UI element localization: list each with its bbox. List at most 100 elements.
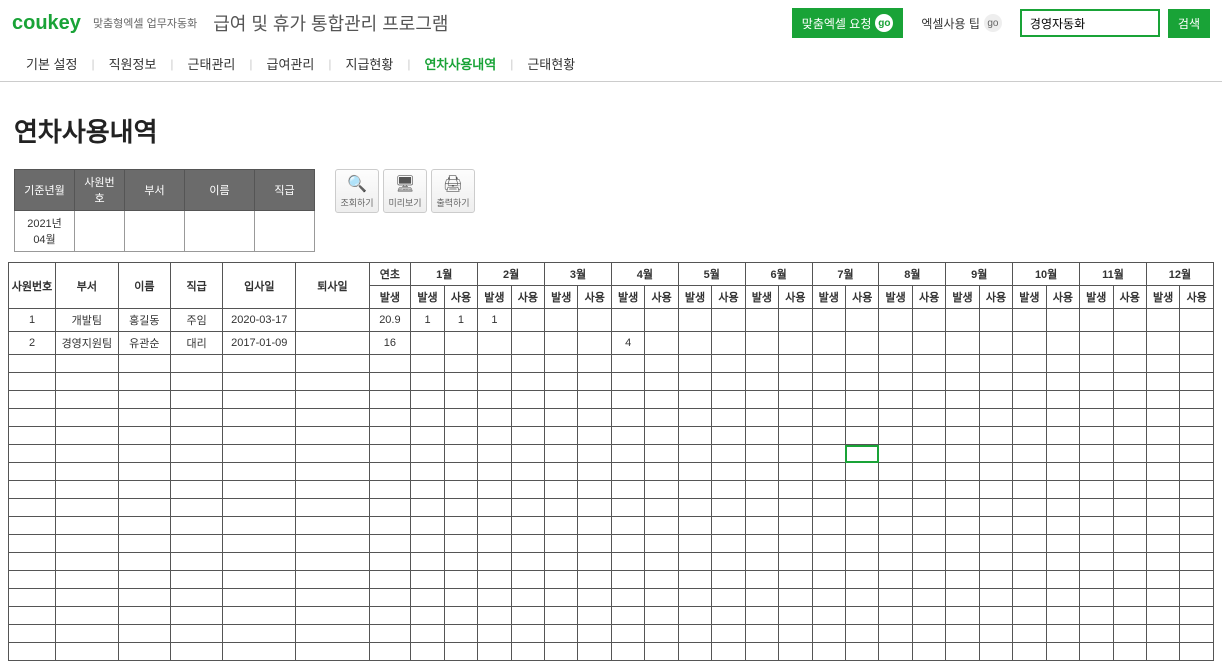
- data-cell[interactable]: [645, 535, 678, 553]
- data-cell[interactable]: [578, 571, 611, 589]
- data-cell[interactable]: [946, 391, 979, 409]
- data-cell[interactable]: [1080, 427, 1113, 445]
- data-cell[interactable]: [912, 445, 945, 463]
- data-cell[interactable]: [779, 625, 812, 643]
- data-cell[interactable]: [1113, 427, 1146, 445]
- data-cell[interactable]: [779, 499, 812, 517]
- data-cell[interactable]: [444, 373, 477, 391]
- data-cell[interactable]: [118, 409, 170, 427]
- data-cell[interactable]: [879, 643, 912, 661]
- data-cell[interactable]: [9, 607, 56, 625]
- data-cell[interactable]: [712, 481, 745, 499]
- data-cell[interactable]: [56, 427, 119, 445]
- data-cell[interactable]: [170, 589, 222, 607]
- data-cell[interactable]: [9, 553, 56, 571]
- data-cell[interactable]: [1113, 571, 1146, 589]
- data-cell[interactable]: [444, 553, 477, 571]
- data-cell[interactable]: [678, 355, 711, 373]
- data-cell[interactable]: [912, 409, 945, 427]
- data-cell[interactable]: [946, 625, 979, 643]
- data-cell[interactable]: [56, 571, 119, 589]
- data-cell[interactable]: [678, 499, 711, 517]
- data-cell[interactable]: [1180, 607, 1214, 625]
- data-cell[interactable]: [478, 571, 511, 589]
- data-cell[interactable]: [444, 355, 477, 373]
- data-cell[interactable]: [545, 355, 578, 373]
- data-cell[interactable]: [1113, 409, 1146, 427]
- data-cell[interactable]: [812, 445, 845, 463]
- data-cell[interactable]: [1046, 391, 1079, 409]
- data-cell[interactable]: [296, 309, 369, 332]
- data-cell[interactable]: [812, 643, 845, 661]
- data-cell[interactable]: [611, 355, 644, 373]
- data-cell[interactable]: [411, 499, 444, 517]
- data-cell[interactable]: [1013, 553, 1046, 571]
- data-cell[interactable]: [170, 517, 222, 535]
- data-cell[interactable]: [1113, 499, 1146, 517]
- data-cell[interactable]: [912, 643, 945, 661]
- data-cell[interactable]: [946, 643, 979, 661]
- data-cell[interactable]: [478, 625, 511, 643]
- data-cell[interactable]: [118, 607, 170, 625]
- data-cell[interactable]: [170, 625, 222, 643]
- data-cell[interactable]: [611, 607, 644, 625]
- data-cell[interactable]: [578, 589, 611, 607]
- data-cell[interactable]: [118, 355, 170, 373]
- data-cell[interactable]: [369, 553, 411, 571]
- data-cell[interactable]: [578, 445, 611, 463]
- data-cell[interactable]: [369, 445, 411, 463]
- data-cell[interactable]: [979, 607, 1012, 625]
- data-cell[interactable]: [678, 427, 711, 445]
- data-cell[interactable]: 2: [9, 332, 56, 355]
- data-cell[interactable]: [1046, 571, 1079, 589]
- data-cell[interactable]: [223, 373, 296, 391]
- data-cell[interactable]: [223, 445, 296, 463]
- data-cell[interactable]: [812, 607, 845, 625]
- data-cell[interactable]: [845, 607, 878, 625]
- data-cell[interactable]: [118, 517, 170, 535]
- data-cell[interactable]: [411, 355, 444, 373]
- data-cell[interactable]: 1: [411, 309, 444, 332]
- nav-tab-4[interactable]: 지급현황: [331, 46, 407, 81]
- data-cell[interactable]: [779, 643, 812, 661]
- data-cell[interactable]: [1046, 643, 1079, 661]
- data-cell[interactable]: [1180, 535, 1214, 553]
- data-cell[interactable]: [545, 445, 578, 463]
- data-cell[interactable]: [56, 589, 119, 607]
- data-cell[interactable]: [118, 553, 170, 571]
- data-cell[interactable]: [745, 553, 778, 571]
- data-cell[interactable]: [1013, 309, 1046, 332]
- data-cell[interactable]: [645, 499, 678, 517]
- data-cell[interactable]: [745, 355, 778, 373]
- filter-cell[interactable]: 2021년 04월: [15, 211, 75, 252]
- data-cell[interactable]: [296, 427, 369, 445]
- data-cell[interactable]: [56, 463, 119, 481]
- data-cell[interactable]: [611, 535, 644, 553]
- data-cell[interactable]: 유관순: [118, 332, 170, 355]
- data-cell[interactable]: 2017-01-09: [223, 332, 296, 355]
- data-cell[interactable]: [511, 463, 544, 481]
- data-cell[interactable]: [578, 427, 611, 445]
- query-button[interactable]: 🔍 조회하기: [335, 169, 379, 213]
- data-cell[interactable]: [9, 517, 56, 535]
- data-cell[interactable]: [411, 445, 444, 463]
- data-cell[interactable]: [645, 589, 678, 607]
- data-cell[interactable]: [712, 463, 745, 481]
- data-cell[interactable]: [812, 625, 845, 643]
- data-cell[interactable]: [1013, 535, 1046, 553]
- data-cell[interactable]: [56, 445, 119, 463]
- data-cell[interactable]: [1113, 535, 1146, 553]
- data-cell[interactable]: [444, 481, 477, 499]
- data-cell[interactable]: [712, 373, 745, 391]
- data-cell[interactable]: [745, 409, 778, 427]
- data-cell[interactable]: [712, 355, 745, 373]
- data-cell[interactable]: [712, 625, 745, 643]
- data-cell[interactable]: [879, 535, 912, 553]
- data-cell[interactable]: [478, 607, 511, 625]
- nav-tab-0[interactable]: 기본 설정: [12, 46, 91, 81]
- data-cell[interactable]: [118, 481, 170, 499]
- data-cell[interactable]: [511, 517, 544, 535]
- data-cell[interactable]: [812, 499, 845, 517]
- data-cell[interactable]: [478, 517, 511, 535]
- data-cell[interactable]: [1046, 332, 1079, 355]
